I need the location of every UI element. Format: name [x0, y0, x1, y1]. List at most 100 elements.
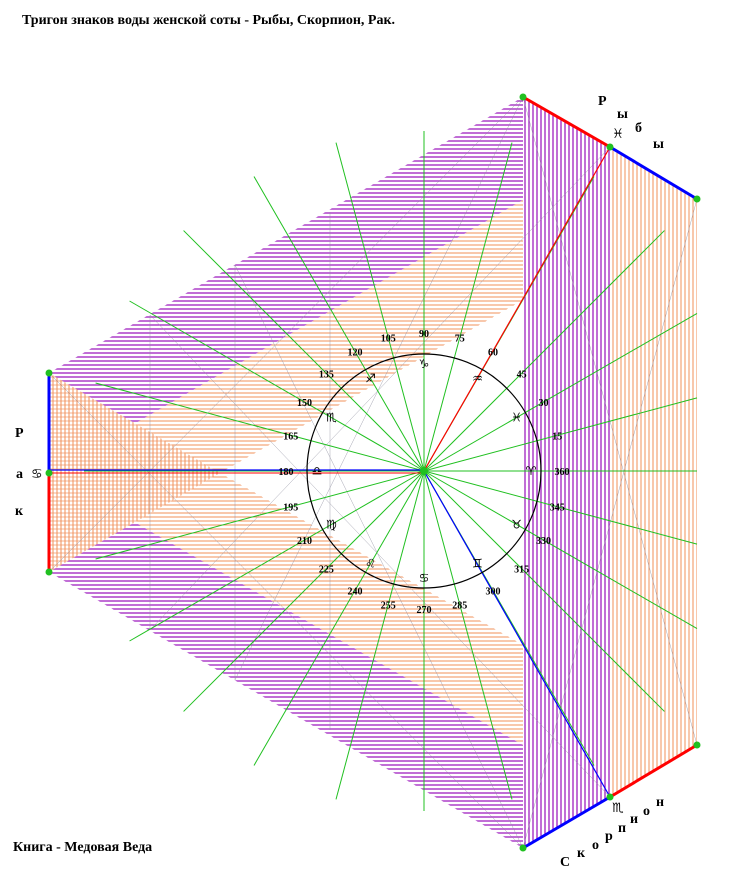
degree-ray — [423, 470, 513, 800]
degree-label: 75 — [455, 334, 465, 345]
inner-band-right — [610, 147, 697, 797]
book-footer: Книга - Медовая Веда — [13, 840, 153, 855]
degree-label: 240 — [348, 587, 363, 598]
zodiac-glyph: ♎ — [312, 464, 323, 478]
zodiac-glyph: ♍ — [326, 518, 337, 532]
edge-bottom-red — [609, 743, 698, 799]
scorpio-letter: и — [630, 812, 638, 827]
vertex-nodes — [45, 93, 701, 852]
fine-line — [149, 314, 611, 798]
degree-label: 180 — [279, 467, 294, 478]
zodiac-glyph: ♋ — [419, 571, 430, 585]
scorpio-letter: п — [618, 821, 626, 836]
zodiac-circle — [306, 353, 542, 589]
degree-ray — [423, 397, 698, 472]
degree-label: 150 — [297, 398, 312, 409]
edge-bottom-blue — [522, 795, 611, 850]
zodiac-glyphs: ♈ ♓ ♒ ♑ ♐ ♏ ♎ ♍ ♌ ♋ ♊ ♉ — [312, 357, 537, 585]
fine-line — [234, 264, 524, 849]
scorpio-letter: к — [577, 846, 586, 861]
degree-ray — [423, 230, 665, 472]
degree-label: 45 — [517, 369, 527, 380]
vertex-node — [693, 741, 701, 749]
vertex-node — [606, 143, 614, 151]
degree-label: 210 — [297, 536, 312, 547]
degree-ray — [423, 470, 698, 545]
edge-top-red — [522, 95, 611, 149]
degree-label: 285 — [452, 600, 467, 611]
pisces-letter: б — [635, 121, 642, 136]
degree-ray — [183, 470, 425, 712]
scorpio-letter: о — [643, 804, 650, 819]
degree-ray — [335, 142, 425, 472]
vertex-node — [45, 369, 53, 377]
band-top-left — [49, 97, 523, 473]
fine-line — [48, 372, 524, 849]
zodiac-glyph: ♌ — [365, 557, 376, 571]
scorpio-letter: С — [560, 855, 570, 870]
degree-ray — [423, 142, 513, 472]
degree-ray — [129, 300, 425, 472]
scorpio-letter: н — [656, 795, 664, 810]
cancer-letter: а — [16, 467, 23, 482]
degree-labels: 360 15 30 45 60 75 90 105 120 135 150 165 180 195 210 2… — [279, 329, 570, 616]
band-right — [523, 97, 610, 848]
degree-ray — [95, 382, 425, 472]
fine-line — [234, 96, 524, 681]
degree-label: 60 — [488, 347, 498, 358]
band-bottom-left — [49, 473, 523, 848]
inner-band-left — [49, 200, 523, 745]
degree-ray — [183, 230, 425, 472]
degree-ray — [335, 470, 425, 800]
degree-label: 195 — [283, 503, 298, 514]
zodiac-glyph: ♓ — [511, 411, 522, 425]
zodiac-glyph: ♒ — [472, 371, 483, 385]
fine-line — [149, 146, 611, 631]
degree-label: 345 — [550, 503, 565, 514]
degree-label: 225 — [319, 565, 334, 576]
degree-ray — [129, 470, 425, 642]
degree-ray — [253, 176, 425, 472]
scorpio-glyph: ♏ — [612, 801, 624, 816]
vertex-node — [693, 195, 701, 203]
degree-label: 135 — [319, 369, 334, 380]
vertex-node — [606, 793, 614, 801]
cancer-glyph: ♋ — [31, 467, 43, 482]
degree-label: 360 — [555, 467, 570, 478]
cancer-letter: Р — [15, 426, 24, 441]
vertex-node — [45, 568, 53, 576]
zodiac-glyph: ♏ — [326, 411, 337, 425]
scorpio-letter: о — [592, 838, 599, 853]
vertex-node — [519, 93, 527, 101]
degree-ray — [423, 470, 665, 712]
edge-top-blue — [609, 145, 698, 201]
zodiac-glyph: ♉ — [511, 518, 522, 532]
pisces-letter: ы — [653, 137, 664, 152]
zodiac-glyph: ♊ — [472, 557, 483, 571]
degree-label: 255 — [381, 600, 396, 611]
cancer-letter: к — [15, 504, 24, 519]
pisces-letter: ы — [617, 107, 628, 122]
degree-label: 120 — [348, 347, 363, 358]
degree-ray — [423, 470, 698, 630]
degree-ray — [95, 470, 425, 560]
page-title: Тригон знаков воды женской соты - Рыбы, … — [22, 13, 396, 28]
degree-label: 90 — [419, 329, 429, 340]
degree-label: 315 — [514, 565, 529, 576]
degree-label: 330 — [536, 536, 551, 547]
sign-names: Рыбы♓Рак♋Скорпион♏ — [15, 94, 664, 870]
center-point — [420, 467, 428, 475]
scorpio-letter: р — [605, 829, 613, 844]
pisces-letter: Р — [598, 94, 607, 109]
axis-scorpio-line — [423, 470, 611, 798]
degree-label: 30 — [539, 398, 549, 409]
fine-line — [522, 198, 698, 849]
degree-label: 270 — [417, 605, 432, 616]
zodiac-glyph: ♈ — [526, 464, 537, 478]
zodiac-glyph: ♑ — [419, 357, 430, 371]
degree-rays — [84, 131, 698, 811]
degree-ray — [423, 312, 698, 472]
axis-pisces-line — [423, 146, 611, 472]
degree-label: 105 — [381, 334, 396, 345]
